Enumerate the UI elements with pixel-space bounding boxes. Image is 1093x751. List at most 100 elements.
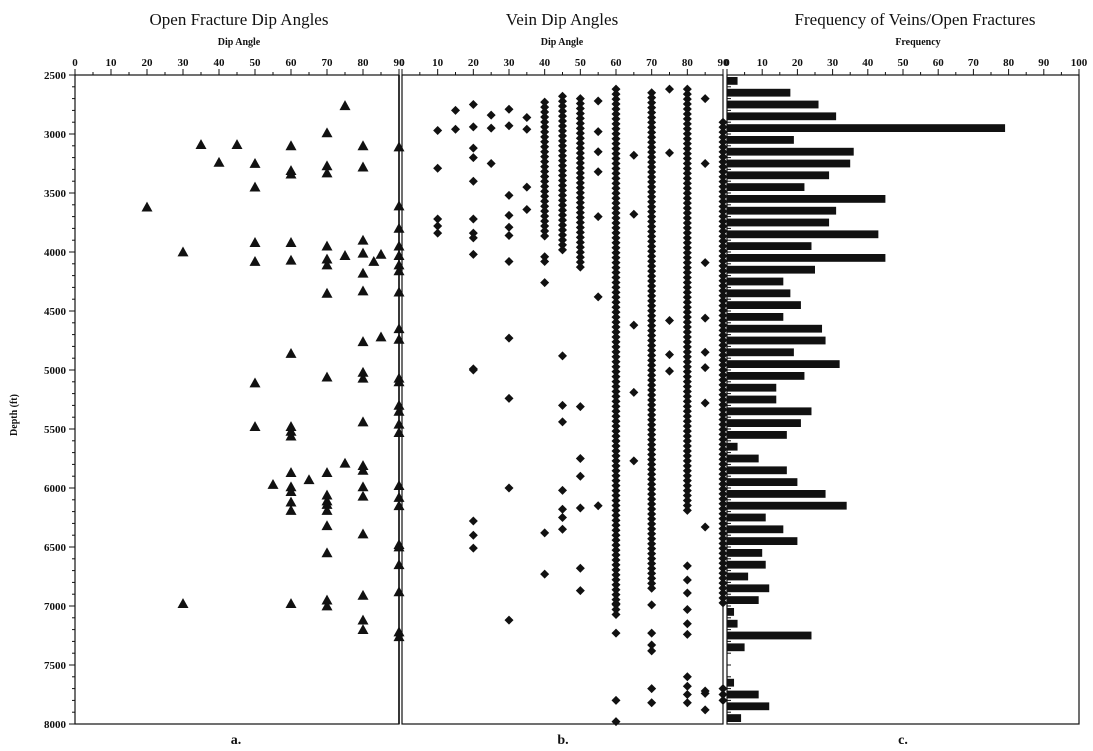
vein-marker xyxy=(540,221,550,231)
vein-marker xyxy=(611,203,621,213)
frequency-bar xyxy=(727,230,879,239)
vein-marker xyxy=(611,159,621,168)
vein-marker xyxy=(647,514,657,524)
vein-marker xyxy=(611,367,621,377)
vein-marker xyxy=(647,152,657,162)
vein-marker xyxy=(468,122,478,132)
vein-marker xyxy=(629,456,639,466)
frequency-bar xyxy=(727,549,763,557)
vein-marker xyxy=(647,187,657,197)
vein-marker xyxy=(647,459,657,469)
frequency-bar xyxy=(727,560,766,569)
frequency-bar xyxy=(727,572,749,581)
vein-marker xyxy=(575,99,585,109)
vein-marker xyxy=(682,406,692,416)
open-fracture-marker xyxy=(321,489,333,500)
vein-marker xyxy=(700,159,710,168)
open-fracture-marker xyxy=(368,255,380,266)
vein-marker xyxy=(647,256,657,266)
vein-marker xyxy=(611,277,621,287)
frequency-bar xyxy=(727,619,738,628)
vein-marker xyxy=(540,226,550,236)
panel-a-label: a. xyxy=(231,733,242,748)
frequency-bar xyxy=(727,254,886,262)
open-fracture-marker xyxy=(339,250,351,260)
frequency-bar xyxy=(727,124,1006,132)
open-fracture-marker xyxy=(285,347,297,358)
vein-marker xyxy=(611,258,621,268)
vein-marker xyxy=(611,327,621,337)
open-fracture-marker xyxy=(285,504,297,515)
vein-marker xyxy=(682,347,692,357)
vein-marker xyxy=(682,233,692,243)
vein-marker xyxy=(682,456,692,466)
vein-marker xyxy=(611,426,621,436)
vein-marker xyxy=(682,342,692,352)
vein-marker xyxy=(540,157,550,167)
vein-marker xyxy=(682,322,692,332)
vein-marker xyxy=(647,157,657,167)
vein-marker xyxy=(558,171,567,181)
frequency-bar xyxy=(727,88,791,97)
vein-marker xyxy=(540,176,550,186)
vein-marker xyxy=(682,203,692,213)
vein-marker xyxy=(593,167,603,177)
frequency-bar xyxy=(727,478,798,486)
vein-marker xyxy=(647,246,657,256)
frequency-bar xyxy=(727,171,830,180)
depth-tick-label: 6000 xyxy=(44,483,67,495)
vein-marker xyxy=(575,183,585,193)
vein-marker xyxy=(647,231,657,241)
vein-marker xyxy=(682,327,692,337)
vein-marker xyxy=(611,565,621,575)
vein-marker xyxy=(647,271,657,281)
vein-marker xyxy=(682,312,692,322)
open-fracture-marker xyxy=(321,504,333,515)
vein-marker xyxy=(575,471,585,481)
x-tick-label: 90 xyxy=(1038,57,1050,69)
open-fracture-marker xyxy=(357,285,369,296)
vein-marker xyxy=(540,528,550,538)
vein-marker xyxy=(700,258,710,268)
vein-marker xyxy=(611,545,621,555)
vein-marker xyxy=(647,132,657,142)
vein-marker xyxy=(682,292,692,302)
vein-marker xyxy=(575,108,585,118)
vein-marker xyxy=(593,96,603,106)
vein-marker xyxy=(611,129,621,139)
vein-marker xyxy=(665,148,674,158)
vein-marker xyxy=(611,223,621,233)
frequency-bar xyxy=(727,442,738,451)
vein-marker xyxy=(647,345,657,355)
vein-marker xyxy=(647,93,657,103)
vein-marker xyxy=(682,178,692,188)
vein-marker xyxy=(540,278,550,288)
vein-marker xyxy=(611,119,621,129)
vein-marker xyxy=(611,168,621,178)
x-tick-label: 20 xyxy=(792,57,804,69)
vein-marker xyxy=(558,96,567,106)
vein-marker xyxy=(682,99,692,109)
x-tick-label: 80 xyxy=(358,57,370,69)
vein-marker xyxy=(611,695,621,705)
vein-marker xyxy=(433,163,443,173)
vein-marker xyxy=(647,445,657,455)
vein-marker xyxy=(629,320,639,330)
vein-marker xyxy=(611,471,621,481)
vein-marker xyxy=(647,355,657,365)
vein-marker xyxy=(647,534,657,544)
open-fracture-marker xyxy=(357,234,369,245)
vein-marker xyxy=(540,186,550,196)
open-fracture-marker xyxy=(285,140,297,151)
open-fracture-marker xyxy=(321,253,333,264)
open-fracture-marker xyxy=(285,430,297,441)
vein-marker xyxy=(682,144,692,154)
vein-marker xyxy=(682,436,692,446)
vein-marker xyxy=(665,84,674,94)
vein-marker xyxy=(611,481,621,491)
vein-marker xyxy=(647,544,657,554)
vein-marker xyxy=(611,89,621,99)
depth-axis-label: Depth (ft) xyxy=(9,394,20,436)
vein-marker xyxy=(647,336,657,345)
